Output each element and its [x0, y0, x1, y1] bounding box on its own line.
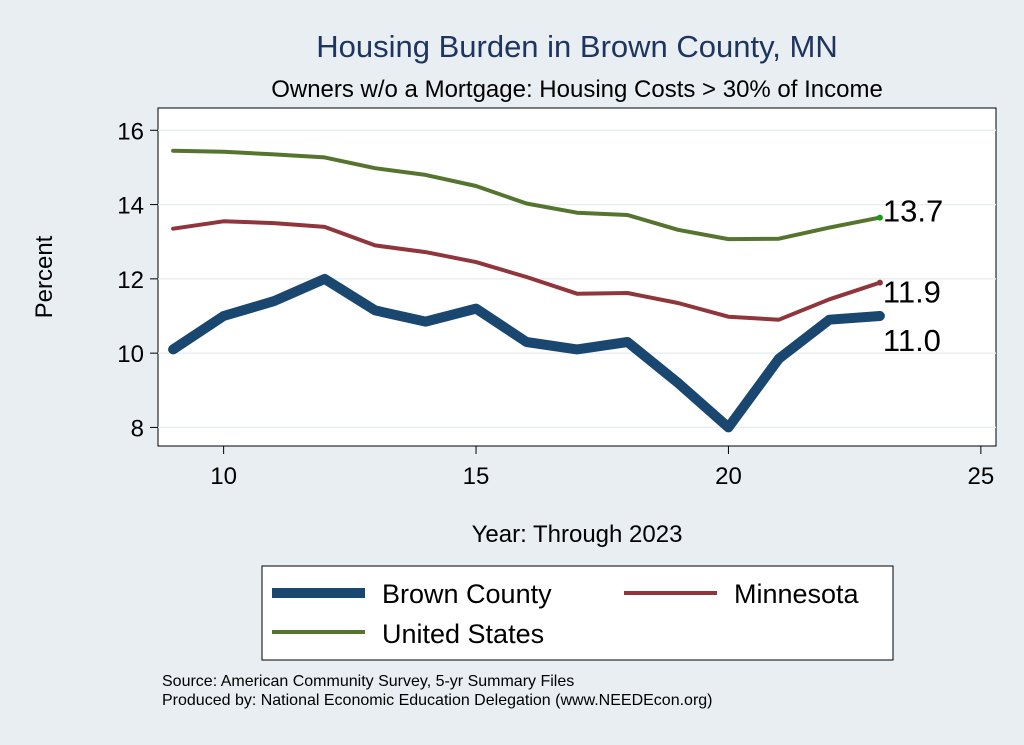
- y-tick-label-10: 10: [117, 341, 144, 368]
- grid-lines: [158, 129, 996, 429]
- y-axis: 8 10 12 14 16: [117, 118, 158, 442]
- y-tick-label-16: 16: [117, 118, 144, 145]
- end-point-brown-county: [876, 313, 883, 319]
- end-label-united-states: 13.7: [883, 194, 943, 229]
- legend-label-minnesota: Minnesota: [734, 579, 860, 609]
- end-point-united-states: [876, 214, 883, 221]
- legend-label-brown-county: Brown County: [382, 579, 552, 609]
- end-label-brown-county: 11.0: [883, 323, 941, 358]
- y-tick-label-8: 8: [131, 415, 144, 442]
- end-labels: 11.0 11.9 13.7: [883, 194, 943, 358]
- x-tick-label-10: 10: [210, 463, 237, 490]
- y-axis-label: Percent: [31, 235, 58, 318]
- y-tick-label-12: 12: [117, 267, 144, 294]
- series-line-minnesota: [171, 219, 882, 322]
- x-axis: 10 15 20 25: [210, 446, 994, 490]
- end-point-minnesota: [876, 279, 883, 286]
- produced-by-line: Produced by: National Economic Education…: [162, 692, 713, 709]
- end-label-minnesota: 11.9: [883, 275, 941, 310]
- y-tick-label-14: 14: [117, 193, 144, 220]
- source-note: Source: American Community Survey, 5-yr …: [162, 672, 713, 710]
- series-line-brown-county: [168, 273, 885, 433]
- legend-label-united-states: United States: [382, 619, 544, 649]
- legend-box: [261, 565, 894, 661]
- x-tick-label-20: 20: [715, 463, 742, 490]
- plot-area: [157, 107, 997, 447]
- chart-title: Housing Burden in Brown County, MN: [316, 29, 838, 64]
- x-axis-label: Year: Through 2023: [472, 521, 683, 548]
- series-layer: [168, 148, 885, 433]
- x-tick-label-25: 25: [968, 463, 995, 490]
- x-tick-label-15: 15: [463, 463, 490, 490]
- chart: Housing Burden in Brown County, MN Owner…: [31, 29, 997, 661]
- chart-subtitle: Owners w/o a Mortgage: Housing Costs > 3…: [271, 76, 883, 103]
- legend: Brown County Minnesota United States: [261, 565, 894, 661]
- source-line: Source: American Community Survey, 5-yr …: [162, 673, 575, 690]
- series-line-united-states: [171, 148, 882, 242]
